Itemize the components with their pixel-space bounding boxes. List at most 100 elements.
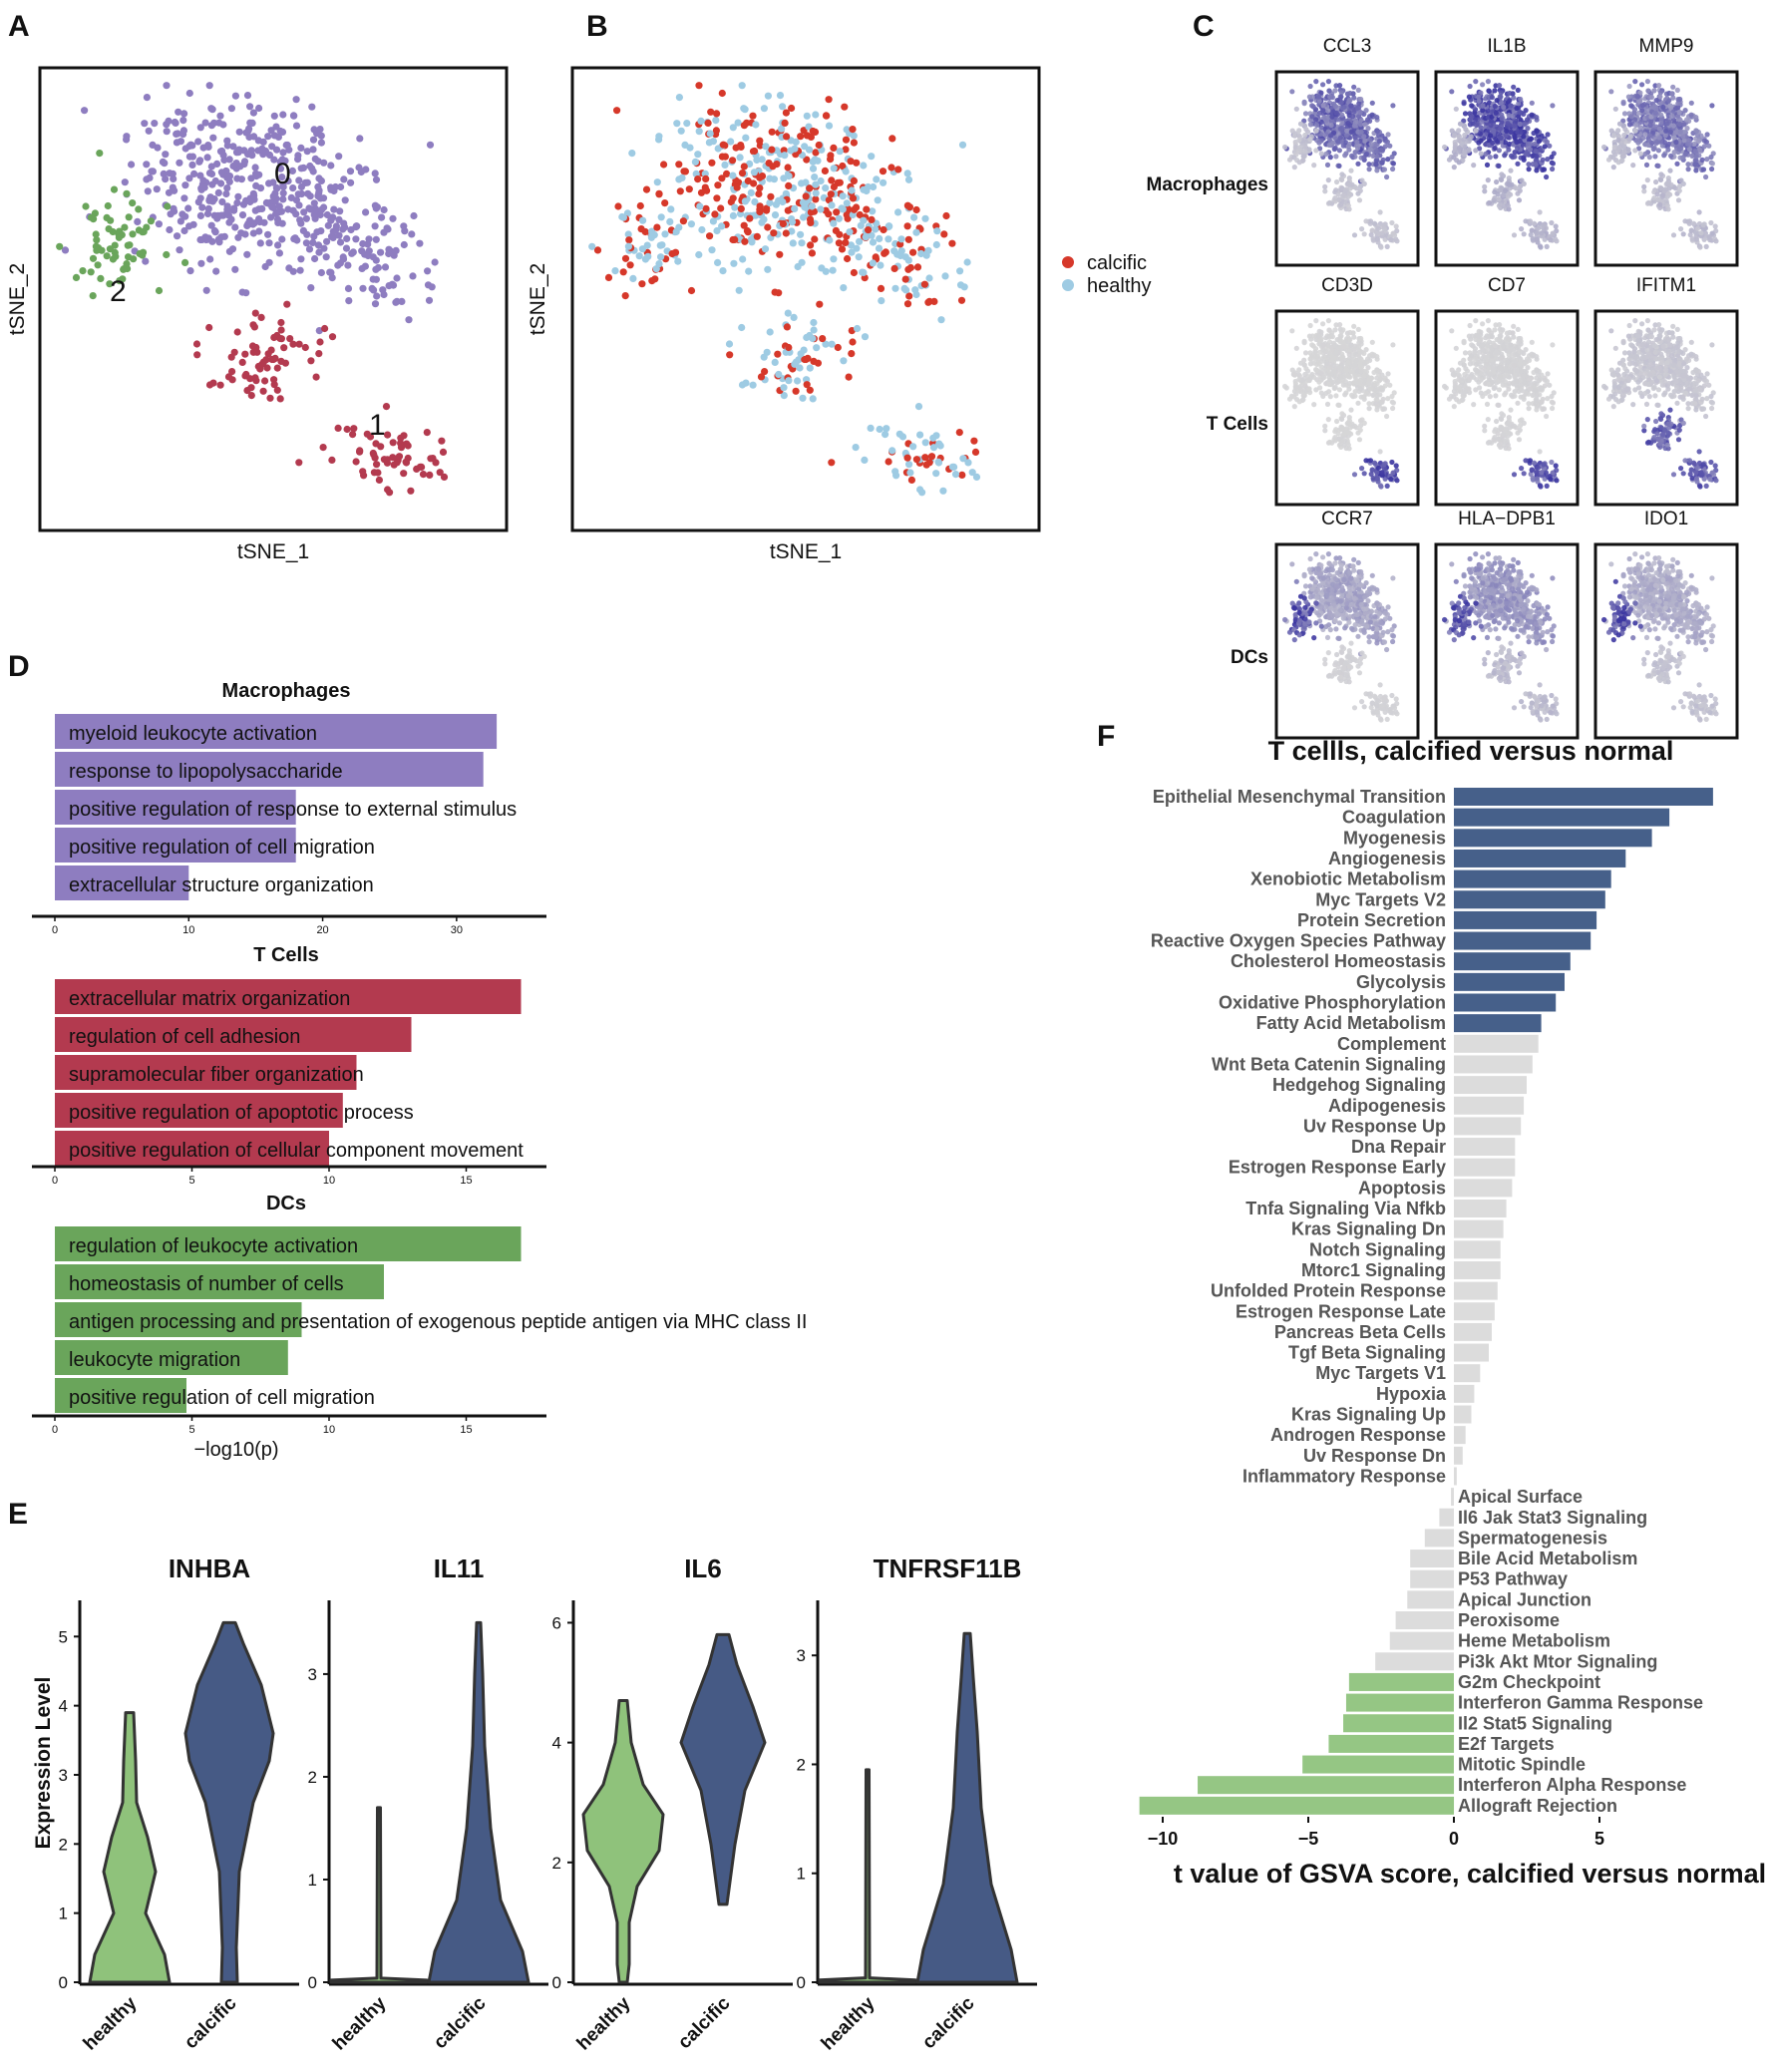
- featureplot-point: [1519, 466, 1525, 472]
- featureplot-point: [1527, 147, 1533, 153]
- cell-point: [119, 275, 127, 283]
- featureplot-point: [1646, 155, 1652, 161]
- featureplot-point: [1289, 328, 1295, 334]
- cell-point: [619, 213, 628, 221]
- cell-point: [756, 184, 764, 192]
- cell-point: [274, 133, 282, 141]
- featureplot-point: [1630, 163, 1636, 169]
- featureplot-point: [1381, 222, 1387, 228]
- featureplot-point: [1695, 139, 1701, 145]
- cell-point: [657, 213, 665, 221]
- cell-point: [784, 164, 792, 172]
- featureplot-point: [1357, 110, 1363, 116]
- cell-point: [811, 235, 819, 243]
- featureplot-point: [1536, 378, 1542, 384]
- cell-point: [822, 112, 831, 120]
- cell-point: [373, 292, 381, 300]
- featureplot-point: [1689, 235, 1695, 242]
- featureplot-point: [1442, 144, 1448, 151]
- featureplot-point: [1357, 121, 1363, 128]
- cell-point: [219, 121, 227, 129]
- cell-point: [740, 163, 748, 171]
- cell-point: [378, 213, 386, 221]
- cell-point: [279, 195, 287, 203]
- featureplot-point: [1644, 177, 1650, 183]
- cell-point: [242, 370, 250, 379]
- featureplot-point: [1309, 342, 1315, 348]
- featureplot-gene-title: CD3D: [1321, 275, 1373, 296]
- featureplot-point: [1466, 147, 1472, 153]
- cell-point: [768, 128, 776, 136]
- featureplot-point: [1473, 122, 1480, 129]
- cell-point: [695, 128, 703, 136]
- cell-point: [144, 187, 152, 195]
- cell-point: [839, 162, 847, 171]
- cell-point: [227, 353, 235, 361]
- featureplot-point: [1488, 122, 1494, 129]
- cell-point: [675, 161, 683, 169]
- featureplot-point: [1354, 344, 1360, 351]
- featureplot-point: [1346, 181, 1352, 187]
- featureplot-point: [1501, 192, 1507, 198]
- featureplot-point: [1296, 384, 1302, 391]
- featureplot-point: [1332, 103, 1338, 110]
- cell-point: [789, 239, 797, 247]
- cell-point: [188, 161, 196, 169]
- cell-point: [661, 230, 669, 238]
- cell-point: [776, 250, 784, 258]
- cell-point: [830, 165, 838, 173]
- cell-point: [305, 245, 314, 253]
- featureplot-point: [1492, 103, 1498, 110]
- cell-point: [848, 350, 856, 358]
- featureplot-point: [1499, 112, 1505, 118]
- cell-point: [679, 217, 688, 225]
- featureplot-frame: [1593, 70, 1739, 267]
- featureplot-point: [1379, 230, 1385, 236]
- featureplot-point: [1374, 470, 1380, 476]
- cell-point: [929, 434, 937, 442]
- cell-point: [264, 350, 272, 358]
- featureplot-point: [1677, 96, 1683, 103]
- cell-point: [398, 297, 406, 305]
- cell-point: [180, 194, 188, 202]
- featureplot-point: [1682, 218, 1688, 224]
- cell-point: [626, 261, 634, 269]
- cell-point: [180, 110, 188, 118]
- cell-point: [209, 379, 217, 387]
- featureplot-point: [1501, 343, 1507, 350]
- featureplot-point: [1492, 195, 1498, 201]
- cell-point: [276, 165, 285, 173]
- featureplot-point: [1534, 476, 1541, 482]
- cell-point: [123, 189, 131, 197]
- cell-point: [139, 248, 148, 256]
- featureplot-point: [1478, 151, 1484, 157]
- cell-point: [322, 253, 330, 261]
- featureplot-point: [1344, 128, 1350, 134]
- cell-point: [239, 200, 247, 208]
- featureplot-point: [1367, 147, 1373, 153]
- featureplot-point: [1515, 146, 1521, 152]
- cell-point: [766, 328, 774, 336]
- cell-point: [279, 149, 287, 157]
- featureplot-point: [1484, 401, 1491, 407]
- panel-b-tsne-condition: tSNE_1 tSNE_2 calcific healthy: [527, 66, 1152, 563]
- featureplot-point: [1508, 129, 1514, 135]
- cell-point: [315, 248, 323, 256]
- cell-point: [819, 335, 827, 343]
- featureplot-point: [1612, 106, 1618, 112]
- panel-b-xlabel: tSNE_1: [770, 540, 842, 563]
- featureplot-point: [1507, 337, 1513, 343]
- cell-point: [971, 448, 980, 456]
- cell-point: [762, 143, 770, 151]
- featureplot-point: [1342, 153, 1348, 159]
- cell-point: [289, 112, 298, 120]
- featureplot-point: [1374, 407, 1380, 413]
- cell-point: [775, 289, 783, 297]
- featureplot-point: [1374, 393, 1380, 399]
- cell-point: [764, 265, 772, 273]
- cell-point: [314, 241, 323, 249]
- cell-point: [733, 183, 741, 191]
- cell-point: [362, 208, 370, 216]
- featureplot-point: [1534, 407, 1540, 413]
- cell-point: [408, 230, 416, 238]
